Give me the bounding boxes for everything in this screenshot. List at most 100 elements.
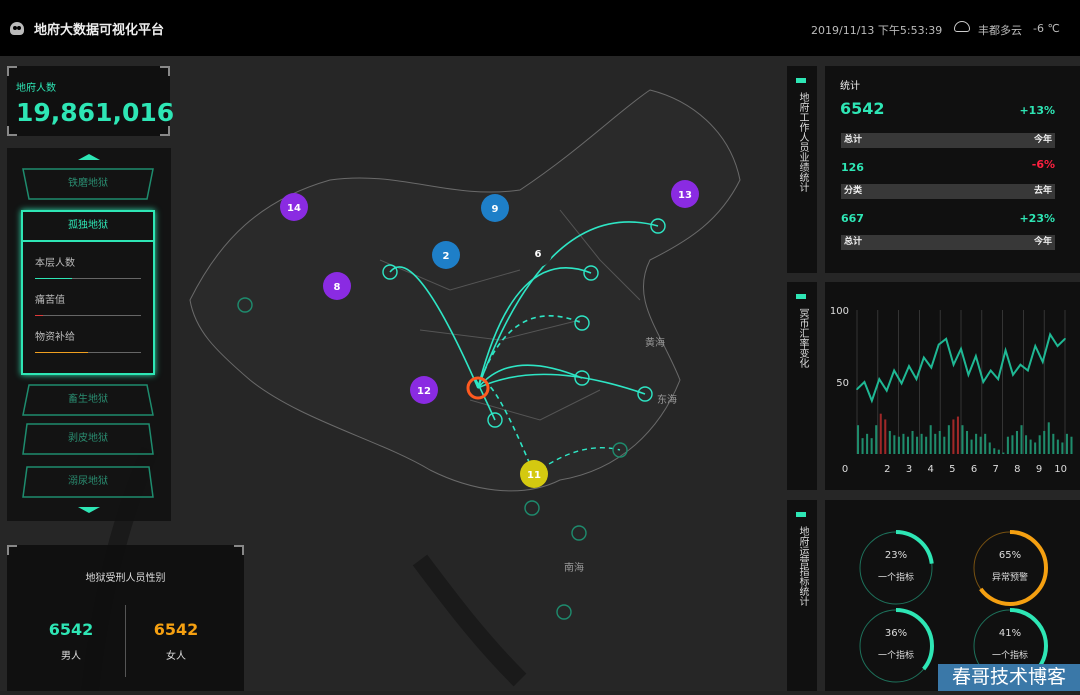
volume-bar bbox=[884, 419, 887, 454]
gauge-label: 异常预警 bbox=[992, 571, 1028, 583]
menu-item[interactable]: 畜生地狱 bbox=[21, 384, 155, 416]
stats-header-bar: 总计 今年 bbox=[841, 133, 1055, 148]
line-point bbox=[967, 374, 970, 376]
volume-bar bbox=[988, 442, 991, 454]
line-point bbox=[1027, 369, 1029, 372]
line-point bbox=[915, 378, 918, 380]
map-marker[interactable]: 11 bbox=[520, 460, 548, 488]
x-tick-label: 8 bbox=[1014, 464, 1020, 475]
volume-bar bbox=[1065, 433, 1068, 454]
line-point bbox=[878, 378, 881, 380]
gender-title: 地狱受刑人员性别 bbox=[85, 573, 166, 584]
marker-label: 12 bbox=[417, 386, 431, 397]
volume-bar bbox=[1038, 435, 1041, 454]
gauge: 23% 一个指标 bbox=[858, 530, 934, 606]
line-point bbox=[1034, 345, 1037, 347]
line-point bbox=[1004, 349, 1007, 352]
staff-stats-panel: 统计 6542 +13% 总计 今年 126 -6% 分类 去年 667 +23% … bbox=[825, 66, 1080, 273]
x-tick-label: 9 bbox=[1036, 464, 1042, 475]
volume-bar bbox=[966, 430, 969, 454]
volume-bar bbox=[861, 438, 864, 454]
gauge-label: 一个指标 bbox=[992, 649, 1028, 661]
map-marker[interactable]: 6 bbox=[524, 239, 552, 267]
volume-bar bbox=[947, 425, 950, 454]
population-card: 地府人数 19,861,016 bbox=[7, 66, 174, 136]
marker-label: 2 bbox=[443, 251, 450, 262]
menu-item[interactable]: 溺尿地狱 bbox=[21, 466, 155, 498]
scroll-down-arrow-icon[interactable] bbox=[78, 507, 100, 513]
line-point bbox=[1056, 345, 1059, 347]
sea-label: 东海 bbox=[657, 393, 677, 406]
volume-bar bbox=[984, 433, 987, 454]
level-stat: 痛苦值 bbox=[35, 291, 141, 316]
flight-arc bbox=[389, 266, 479, 389]
gauge-pct: 41% bbox=[999, 628, 1021, 639]
menu-item-active[interactable]: 孤独地狱 本层人数 痛苦值 物资补给 bbox=[21, 210, 155, 375]
stats-big-value: 6542 bbox=[840, 99, 885, 118]
marker-label: 14 bbox=[287, 203, 301, 214]
section-label-exchange: 冥币汇率变化 bbox=[787, 282, 817, 490]
map-marker[interactable]: 12 bbox=[410, 376, 438, 404]
map-marker[interactable]: 2 bbox=[432, 241, 460, 269]
sea-label: 黄海 bbox=[645, 336, 665, 349]
y-tick-label: 50 bbox=[836, 378, 849, 389]
section-label-ops: 地府运营指标统计 bbox=[787, 500, 817, 691]
gauge-label: 一个指标 bbox=[878, 571, 914, 583]
male-label: 男人 bbox=[61, 651, 81, 662]
marker-label: 6 bbox=[535, 249, 542, 260]
stats-header-bar: 总计 今年 bbox=[841, 235, 1055, 250]
marker-label: 11 bbox=[527, 470, 541, 481]
x-tick-label: 2 bbox=[884, 464, 890, 475]
map-marker[interactable]: 8 bbox=[323, 272, 351, 300]
line-point bbox=[945, 338, 947, 340]
exchange-chart-panel: 100 50 0 2 3 4 5 6 7 8 9 10 bbox=[825, 282, 1080, 490]
stats-big-pct: +13% bbox=[1019, 104, 1055, 117]
volume-bar bbox=[870, 438, 873, 454]
target-circle bbox=[650, 218, 666, 234]
map-marker[interactable]: 14 bbox=[280, 193, 308, 221]
flight-arc bbox=[477, 315, 583, 389]
scroll-up-arrow-icon[interactable] bbox=[78, 154, 100, 160]
target-circle bbox=[574, 315, 590, 331]
volume-bar bbox=[970, 439, 973, 454]
line-point bbox=[923, 356, 925, 359]
map-marker[interactable]: 13 bbox=[671, 180, 699, 208]
x-tick-label: 4 bbox=[927, 464, 933, 475]
volume-bar bbox=[938, 430, 941, 454]
line-point bbox=[1012, 374, 1014, 376]
datetime: 2019/11/13 下午5:53:39 bbox=[811, 24, 943, 37]
map-marker[interactable]: 9 bbox=[481, 194, 509, 222]
line-point bbox=[997, 378, 999, 380]
volume-bar bbox=[857, 425, 860, 454]
volume-bar bbox=[997, 449, 1000, 454]
marker-label: 8 bbox=[334, 282, 341, 293]
volume-bar bbox=[1011, 435, 1014, 454]
volume-bar bbox=[1043, 430, 1046, 454]
volume-bar bbox=[875, 425, 878, 454]
gauge-pct: 36% bbox=[885, 628, 907, 639]
volume-bar bbox=[916, 436, 919, 454]
volume-bar bbox=[1034, 442, 1037, 454]
target-circle bbox=[571, 525, 587, 541]
target-circle bbox=[612, 442, 628, 458]
menu-item[interactable]: 剥皮地狱 bbox=[21, 423, 155, 455]
gauges: 23% 一个指标 65% 异常预警 36% 一个指标 41% 一个指标 bbox=[858, 530, 1048, 684]
header: 地府大数据可视化平台 2019/11/13 下午5:53:39 丰都多云 -6 … bbox=[0, 0, 1080, 56]
volume-bar bbox=[979, 436, 982, 454]
x-tick-label: 0 bbox=[842, 464, 848, 475]
gauge: 36% 一个指标 bbox=[858, 608, 934, 684]
weather-text: 丰都多云 bbox=[978, 24, 1022, 37]
line-point bbox=[1041, 361, 1044, 363]
line-point bbox=[900, 382, 903, 385]
line-point bbox=[1019, 363, 1022, 366]
volume-bar bbox=[888, 430, 891, 454]
volume-bar bbox=[893, 435, 896, 454]
volume-bar bbox=[866, 433, 869, 454]
menu-item[interactable]: 铁磨地狱 bbox=[21, 168, 155, 200]
volume-bar bbox=[1002, 452, 1005, 454]
population-label: 地府人数 bbox=[16, 83, 56, 94]
line-point bbox=[871, 399, 873, 402]
population-value: 19,861,016 bbox=[16, 98, 175, 127]
female-value: 6542 bbox=[153, 620, 199, 639]
sea-label: 南海 bbox=[564, 561, 584, 574]
